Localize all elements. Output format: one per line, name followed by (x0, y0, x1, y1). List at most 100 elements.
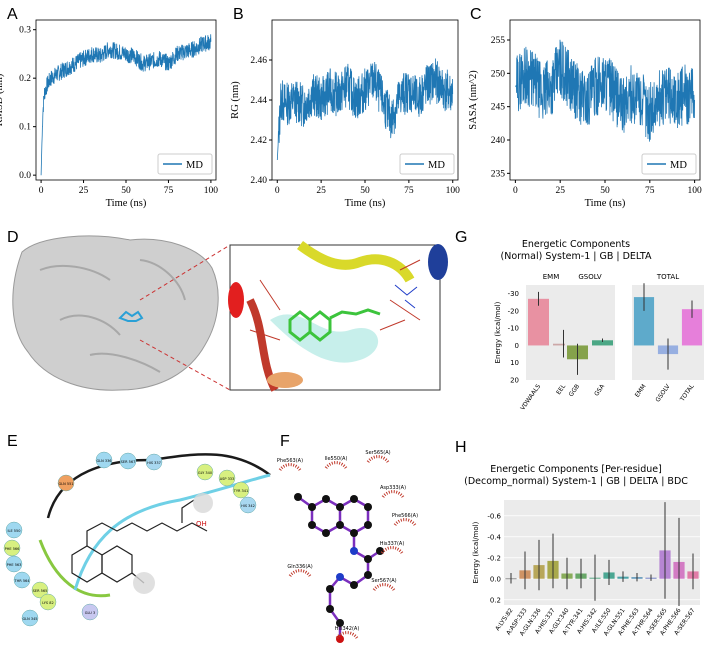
h-subtitle: (Decomp_normal) System-1 | GB | DELTA | … (464, 476, 688, 487)
residue-label: GLN 551 (58, 482, 73, 486)
surface-shading (39, 259, 186, 373)
residue-label: ILE 550 (8, 529, 21, 533)
facet-label: GSOLV (578, 273, 602, 281)
x-tick-label: 0 (513, 186, 518, 196)
g-title: Energetic Components (522, 239, 630, 250)
x-tick-label: 75 (164, 186, 174, 196)
ligplot-panel: Phe563(A) Ile550(A) Ser565(A) Asp333(A) Phe5… (277, 450, 418, 643)
facet-label: TOTAL (656, 273, 679, 281)
y-tick-label: 250 (491, 69, 506, 79)
contact-arc (393, 518, 417, 526)
legend-label: MD (186, 160, 203, 171)
residue-label: THR 564 (14, 579, 31, 583)
residue-bubble (31, 581, 49, 599)
rg-chart: 0 25 50 75 100 2.40 2.42 2.44 2.46 Time (ns) RG (n… (230, 19, 461, 209)
y-tick-label: 2.42 (250, 136, 267, 146)
contact-arc (380, 546, 404, 554)
x-tick-label: GSA (593, 382, 607, 397)
bound-ligand (118, 310, 144, 322)
y-tick-label: 245 (491, 103, 506, 113)
per-residue-panel: Energetic Components [Per-residue] (Deco… (464, 464, 700, 637)
residue-bubble (5, 555, 23, 573)
y-tick-label: 0.2 (490, 596, 501, 604)
facet-label: EMM (543, 273, 560, 281)
legend-label: MD (428, 160, 445, 171)
md-series-line (515, 39, 695, 142)
x-tick-label: 100 (204, 186, 219, 196)
legend-label: MD (670, 160, 687, 171)
y-axis-label: RMSD (nm) (0, 73, 5, 126)
residue-label: Gln336(A) (287, 564, 312, 570)
residue-label: His337(A) (380, 541, 405, 547)
residue-label: GLN 345 (22, 617, 37, 621)
residue-label: Phe566(A) (392, 513, 418, 519)
y-tick-label: -10 (508, 325, 519, 333)
y-tick-label: 0 (515, 342, 519, 350)
y-tick-label: 0.0 (19, 171, 31, 181)
panel-letter-h: H (455, 439, 467, 456)
rmsd-chart: 0 25 50 75 100 0.0 0.1 0.2 0.3 Time (ns) RMSD (nm)… (0, 19, 219, 209)
residue-bubble (57, 474, 75, 492)
x-tick-label: 0 (39, 186, 44, 196)
sasa-chart: 0 25 50 75 100 235 240 245 250 255 Time (ns) SASA (… (468, 19, 702, 209)
x-tick-label: VDWAALS (519, 383, 542, 412)
x-tick-label: 50 (600, 186, 610, 196)
legend-box (641, 153, 697, 175)
contact-arc (324, 461, 348, 469)
y-tick-label: 240 (491, 136, 506, 146)
protein-structure-panel (12, 235, 448, 392)
zoomed-binding-site (228, 240, 448, 392)
energy-bar (528, 298, 549, 346)
x-tick-label: GGB (568, 383, 581, 398)
contact-residues: Phe563(A) Ile550(A) Ser565(A) Asp333(A) Phe5… (277, 450, 418, 639)
y-axis-label: SASA (nm^2) (468, 70, 479, 130)
interaction-2d-panel: OH GLN 336 SER 567 HIS 337 GLY 340 ASP 333 TY… (3, 451, 271, 627)
residue-label: SER 565 (33, 589, 48, 593)
y-tick-label: 0.3 (19, 26, 31, 36)
x-tick-label: GSOLV (654, 382, 672, 403)
residue-bubble (13, 571, 31, 589)
x-tick-label: 50 (121, 186, 131, 196)
residue-label: PHE 563 (7, 563, 22, 567)
x-tick-label: 25 (316, 186, 326, 196)
y-tick-label: 235 (491, 169, 506, 179)
panel-letter-a: A (7, 6, 18, 23)
y-tick-label: 20 (510, 377, 519, 385)
panel-letter-f: F (280, 433, 290, 450)
residue-label: GLY 340 (198, 471, 212, 475)
y-tick-label: -0.6 (487, 512, 501, 520)
residue-bubble (95, 451, 113, 469)
x-axis-label: Time (ns) (106, 198, 147, 209)
y-tick-label: 2.44 (250, 96, 267, 106)
residue-bubble (232, 481, 250, 499)
facet-background (565, 285, 615, 380)
residue-bubble (119, 452, 137, 470)
panel-letter-c: C (470, 6, 482, 23)
residue-bubble (81, 603, 99, 621)
x-tick-label: 25 (79, 186, 89, 196)
y-tick-label: 255 (491, 36, 506, 46)
md-series-line (276, 58, 454, 161)
residue-label: Ser567(A) (371, 578, 396, 584)
x-axis-label: Time (ns) (585, 198, 626, 209)
x-tick-label: 75 (645, 186, 655, 196)
contact-arc (372, 583, 396, 591)
pocket-strand-blue (73, 473, 271, 591)
residue-bubbles: GLN 336 SER 567 HIS 337 GLY 340 ASP 333 TYR 3… (3, 451, 257, 627)
x-tick-label: 25 (555, 186, 565, 196)
y-axis-label: RG (nm) (230, 81, 241, 119)
residue-label: TYR 341 (233, 489, 249, 493)
y-tick-label: -0.2 (487, 554, 501, 562)
g-subtitle: (Normal) System-1 | GB | DELTA (501, 251, 652, 262)
residue-label: Ile550(A) (325, 456, 348, 462)
residue-label: SER 567 (121, 460, 136, 464)
contact-arc (366, 455, 390, 463)
x-tick-label: EEL (555, 383, 567, 397)
residue-label: ASP 333 (220, 477, 235, 481)
x-tick-label: 50 (360, 186, 370, 196)
panel-letter-e: E (7, 433, 18, 450)
residue-label: Ser565(A) (365, 450, 390, 456)
y-tick-label: 0.1 (19, 123, 31, 133)
x-tick-label: 100 (446, 186, 461, 196)
